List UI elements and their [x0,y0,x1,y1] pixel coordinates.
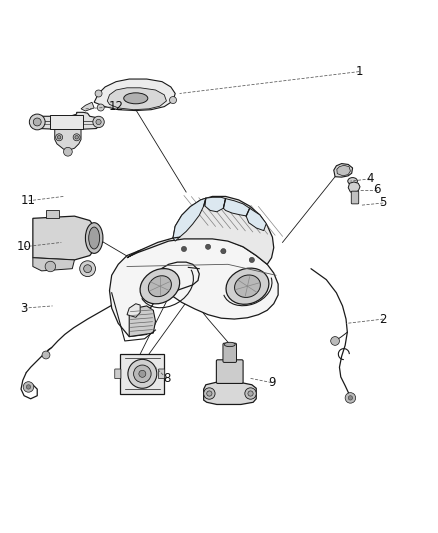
Circle shape [128,359,157,388]
Text: 10: 10 [17,240,32,253]
Text: 9: 9 [268,376,276,389]
Text: 1: 1 [355,65,363,78]
Circle shape [96,119,101,125]
Polygon shape [348,182,360,192]
Polygon shape [110,238,278,336]
Circle shape [207,391,212,396]
Ellipse shape [85,223,103,253]
Polygon shape [129,306,155,336]
Ellipse shape [88,227,99,249]
Circle shape [45,261,56,272]
Polygon shape [33,216,96,260]
Circle shape [181,246,187,252]
Text: 4: 4 [366,172,374,185]
Circle shape [97,104,104,111]
Polygon shape [205,197,226,212]
Circle shape [134,365,151,383]
Circle shape [57,135,61,139]
Text: 11: 11 [21,195,36,207]
Circle shape [345,393,356,403]
FancyBboxPatch shape [120,354,164,393]
Circle shape [204,388,215,399]
Circle shape [95,90,102,97]
FancyBboxPatch shape [223,343,237,362]
Text: 5: 5 [380,197,387,209]
Circle shape [84,265,92,273]
Circle shape [75,135,78,139]
Text: 12: 12 [109,100,124,113]
Ellipse shape [226,268,269,304]
Circle shape [348,395,353,400]
Polygon shape [46,209,59,219]
Polygon shape [107,88,166,110]
Text: 6: 6 [373,183,381,196]
Text: 3: 3 [21,302,28,314]
Circle shape [249,257,254,263]
Ellipse shape [224,342,235,346]
Circle shape [42,351,50,359]
Polygon shape [173,198,206,241]
Circle shape [331,336,339,345]
Ellipse shape [148,276,171,297]
Polygon shape [223,199,250,216]
Circle shape [245,388,256,399]
Circle shape [73,134,80,141]
Circle shape [33,118,41,126]
Ellipse shape [124,93,148,104]
FancyBboxPatch shape [159,369,165,378]
FancyBboxPatch shape [50,115,83,130]
Text: 2: 2 [379,312,387,326]
Polygon shape [204,382,256,405]
Circle shape [26,385,31,389]
FancyBboxPatch shape [216,360,243,383]
Circle shape [170,96,177,103]
Circle shape [64,147,72,156]
Polygon shape [81,102,94,111]
Polygon shape [37,112,99,130]
Polygon shape [94,79,175,110]
Circle shape [29,114,45,130]
Text: 8: 8 [163,372,170,385]
Polygon shape [127,197,274,264]
Circle shape [93,116,104,128]
Ellipse shape [140,269,180,304]
Circle shape [23,382,34,392]
FancyBboxPatch shape [351,191,359,204]
Polygon shape [246,208,266,231]
Polygon shape [334,164,353,177]
Circle shape [205,244,211,249]
Circle shape [56,134,63,141]
Polygon shape [337,165,350,176]
Circle shape [139,370,146,377]
Circle shape [80,261,95,277]
Circle shape [248,391,253,396]
Ellipse shape [348,177,357,184]
Polygon shape [55,130,81,150]
FancyBboxPatch shape [115,369,121,378]
Ellipse shape [235,275,260,297]
Polygon shape [33,258,74,271]
Circle shape [221,248,226,254]
Polygon shape [127,304,140,317]
